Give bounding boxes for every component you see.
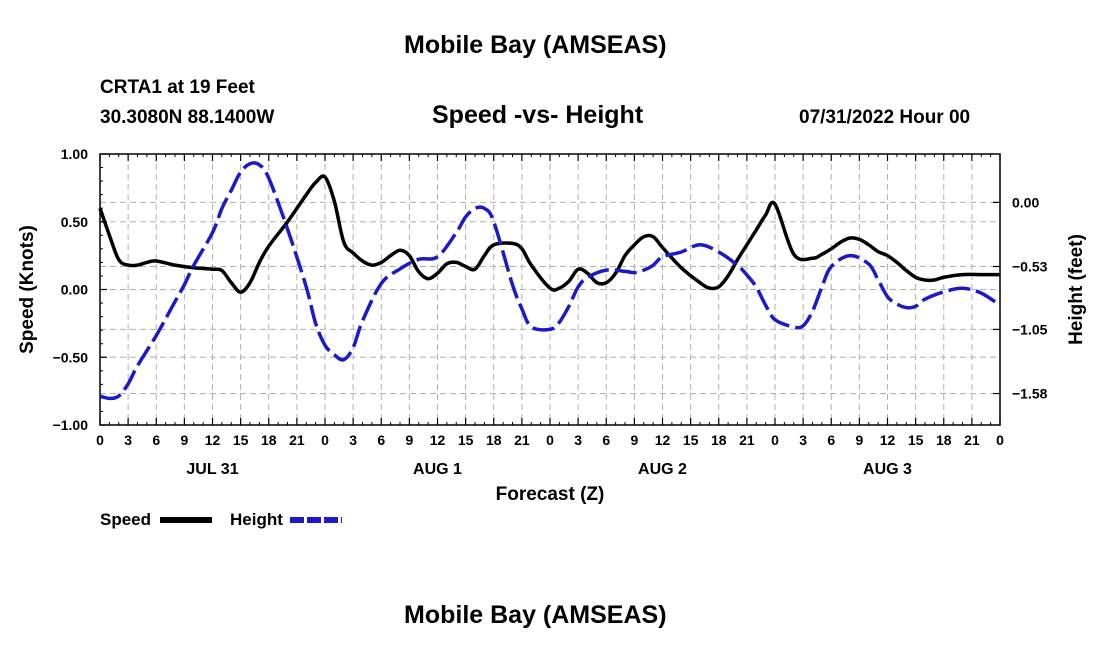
forecast-date: 07/31/2022 Hour 00 — [799, 107, 971, 128]
x-tick-label: 6 — [827, 432, 835, 448]
legend-swatch-speed — [160, 517, 212, 523]
y-left-tick-label: 0.50 — [61, 214, 88, 230]
x-tick-label: 15 — [908, 432, 924, 448]
series-line-height — [99, 161, 1001, 401]
x-tick-label: 21 — [289, 432, 305, 448]
x-tick-label: 6 — [152, 432, 160, 448]
x-tick-label: 0 — [96, 432, 104, 448]
x-day-label: JUL 31 — [186, 461, 238, 478]
x-tick-label: 3 — [349, 432, 357, 448]
x-day-label: AUG 1 — [413, 461, 462, 478]
station-label: CRTA1 at 19 Feet — [100, 77, 255, 98]
x-tick-label: 9 — [405, 432, 413, 448]
x-tick-label: 6 — [377, 432, 385, 448]
x-tick-label: 0 — [996, 432, 1004, 448]
station-coords: 30.3080N 88.1400W — [100, 107, 275, 128]
x-tick-label: 12 — [880, 432, 896, 448]
x-tick-label: 15 — [683, 432, 699, 448]
y-left-tick-label: −1.00 — [53, 417, 89, 433]
x-tick-label: 18 — [261, 432, 277, 448]
x-tick-label: 9 — [180, 432, 188, 448]
x-tick-label: 3 — [574, 432, 582, 448]
legend-swatch-height — [290, 517, 342, 523]
y-right-tick-label: −0.53 — [1012, 259, 1048, 275]
y-left-tick-label: 0.00 — [61, 282, 88, 298]
x-tick-label: 9 — [855, 432, 863, 448]
y-left-tick-label: 1.00 — [61, 146, 88, 162]
x-tick-label: 21 — [739, 432, 755, 448]
x-tick-label: 3 — [799, 432, 807, 448]
x-tick-label: 21 — [514, 432, 530, 448]
x-tick-label: 12 — [205, 432, 221, 448]
x-tick-label: 0 — [321, 432, 329, 448]
legend-label-height: Height — [230, 510, 283, 529]
x-tick-label: 15 — [233, 432, 249, 448]
x-tick-label: 3 — [124, 432, 132, 448]
x-tick-label: 18 — [936, 432, 952, 448]
bottom-title: Mobile Bay (AMSEAS) — [404, 601, 667, 629]
y-right-tick-label: 0.00 — [1012, 194, 1039, 210]
x-tick-label: 18 — [486, 432, 502, 448]
x-day-label: AUG 2 — [638, 461, 687, 478]
x-day-label: AUG 3 — [863, 461, 912, 478]
x-tick-label: 21 — [964, 432, 980, 448]
y-right-tick-label: −1.58 — [1012, 386, 1048, 402]
x-tick-label: 18 — [711, 432, 727, 448]
x-tick-label: 0 — [771, 432, 779, 448]
x-tick-label: 9 — [630, 432, 638, 448]
chart-subtitle: Speed -vs- Height — [432, 101, 644, 129]
y-right-axis-label: Height (feet) — [1066, 234, 1087, 345]
y-left-axis-label: Speed (Knots) — [17, 225, 38, 354]
x-tick-label: 12 — [430, 432, 446, 448]
y-right-tick-label: −1.05 — [1012, 321, 1048, 337]
x-tick-label: 6 — [602, 432, 610, 448]
legend-label-speed: Speed — [100, 510, 152, 529]
x-tick-label: 15 — [458, 432, 474, 448]
series-line-speed — [98, 174, 1000, 294]
x-tick-label: 12 — [655, 432, 671, 448]
x-axis-label: Forecast (Z) — [496, 484, 605, 505]
chart-title: Mobile Bay (AMSEAS) — [404, 31, 667, 59]
x-tick-label: 0 — [546, 432, 554, 448]
y-left-tick-label: −0.50 — [53, 349, 89, 365]
